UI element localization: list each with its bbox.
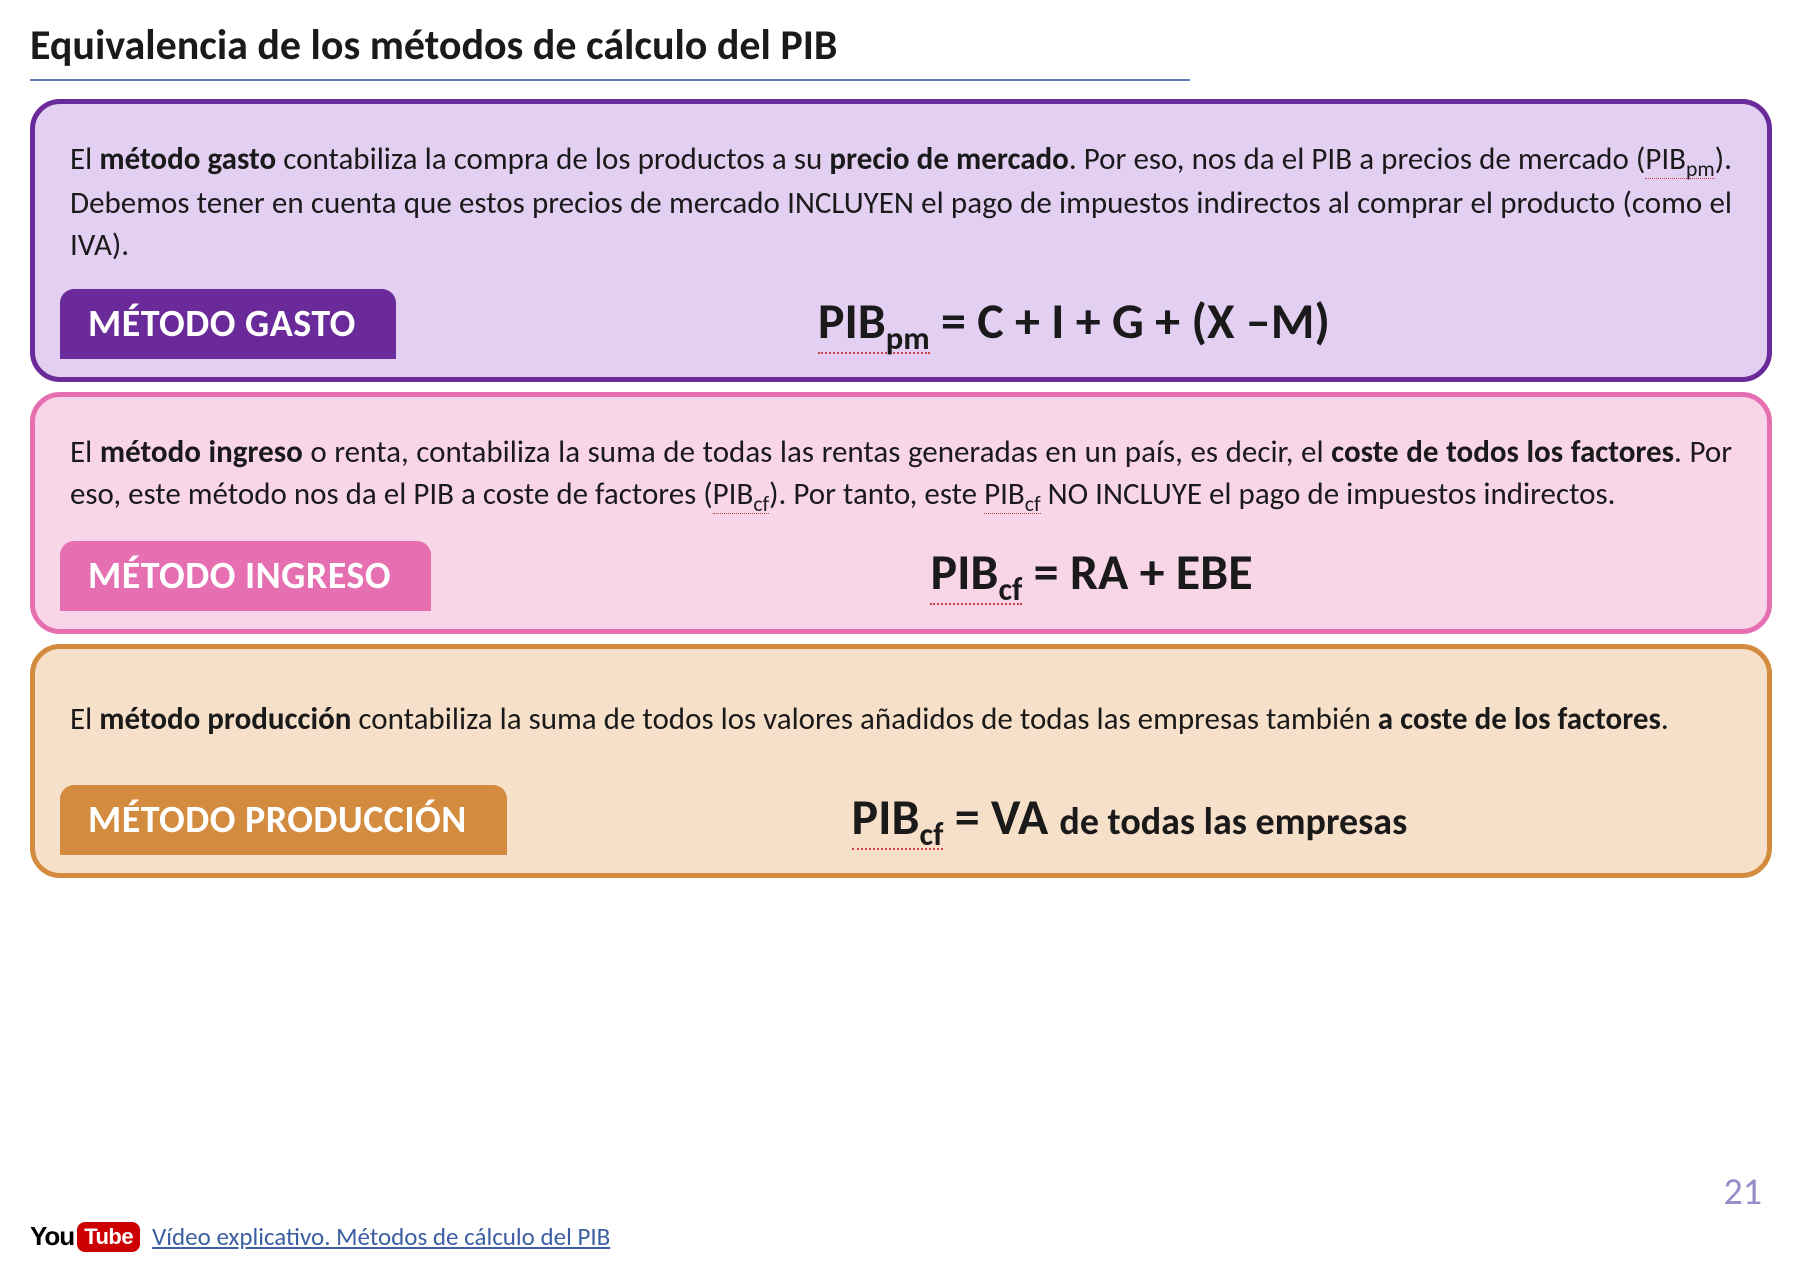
method-gasto-row: MÉTODO GASTO PIBpm = C + I + G + (X –M) xyxy=(70,289,1732,359)
method-gasto-box: El método gasto contabiliza la compra de… xyxy=(30,99,1772,382)
page-number: 21 xyxy=(1723,1169,1762,1215)
method-ingreso-label: MÉTODO INGRESO xyxy=(60,541,431,611)
video-link[interactable]: Vídeo explicativo. Métodos de cálculo de… xyxy=(152,1221,610,1252)
youtube-you-text: You xyxy=(30,1221,74,1252)
youtube-tube-text: Tube xyxy=(77,1222,140,1252)
method-gasto-label: MÉTODO GASTO xyxy=(60,289,396,359)
youtube-icon: You Tube xyxy=(30,1221,140,1252)
method-gasto-description: El método gasto contabiliza la compra de… xyxy=(70,139,1732,267)
footer: You Tube Vídeo explicativo. Métodos de c… xyxy=(30,1221,610,1252)
method-gasto-formula: PIBpm = C + I + G + (X –M) xyxy=(416,291,1732,358)
method-produccion-formula: PIBcf = VA de todas las empresas xyxy=(527,787,1732,854)
method-ingreso-row: MÉTODO INGRESO PIBcf = RA + EBE xyxy=(70,541,1732,611)
method-produccion-row: MÉTODO PRODUCCIÓN PIBcf = VA de todas la… xyxy=(70,785,1732,855)
page-title: Equivalencia de los métodos de cálculo d… xyxy=(30,20,1190,81)
method-ingreso-description: El método ingreso o renta, contabiliza l… xyxy=(70,432,1732,518)
method-produccion-label: MÉTODO PRODUCCIÓN xyxy=(60,785,507,855)
method-ingreso-formula: PIBcf = RA + EBE xyxy=(451,542,1732,609)
method-produccion-box: El método producción contabiliza la suma… xyxy=(30,644,1772,879)
method-produccion-description: El método producción contabiliza la suma… xyxy=(70,699,1732,741)
method-ingreso-box: El método ingreso o renta, contabiliza l… xyxy=(30,392,1772,633)
